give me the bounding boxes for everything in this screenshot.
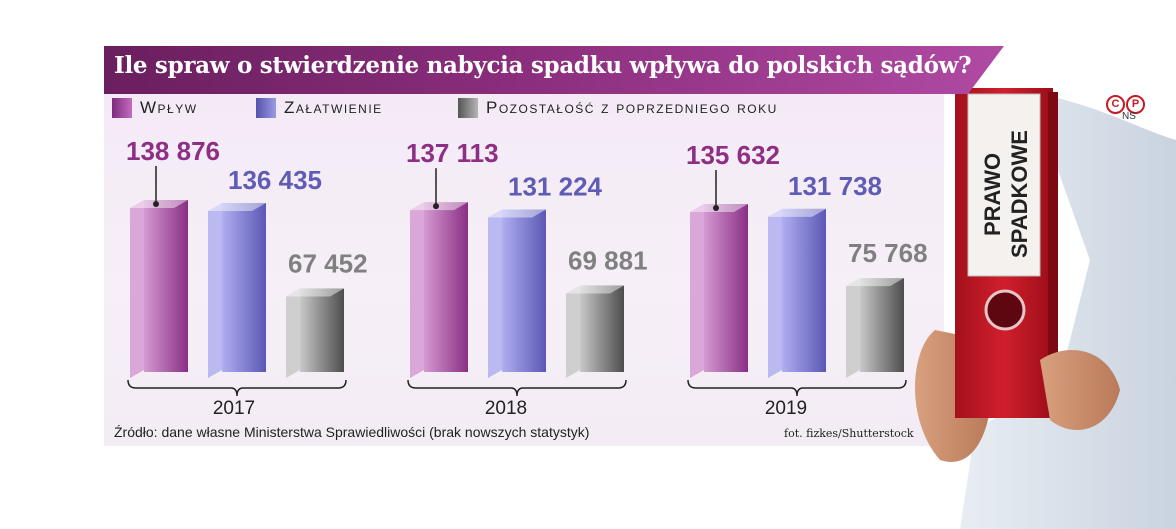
bar-side-2017-1 — [208, 203, 222, 378]
bar-top-2019-2 — [846, 278, 904, 287]
group-bracket-2018 — [407, 379, 627, 397]
legend-label: Załatwienie — [284, 98, 383, 117]
binder-label-line-1: PRAWO — [980, 153, 1005, 236]
bar-top-2019-1 — [768, 208, 826, 217]
bar-2019-wpływ — [704, 204, 748, 372]
hand-right — [1040, 350, 1120, 430]
legend-label: Wpływ — [140, 98, 198, 117]
phonogram-icon: P — [1126, 95, 1145, 114]
bar-top-2018-2 — [566, 285, 624, 294]
value-label-2018-2: 69 881 — [568, 245, 648, 275]
leader-dot-2019 — [713, 205, 719, 212]
group-bracket-2019 — [687, 379, 907, 397]
bar-side-2019-0 — [690, 204, 704, 378]
bar-side-2019-2 — [846, 278, 860, 378]
title-bar — [104, 46, 1004, 94]
binder-ring-hole — [984, 289, 1026, 331]
legend-item-pozostalosc: Pozostałość z poprzedniego roku — [458, 96, 778, 120]
copyright-icon: C — [1106, 95, 1125, 114]
shirt-shape — [960, 88, 1176, 529]
value-label-2018-0: 137 113 — [406, 138, 499, 168]
year-label-2018: 2018 — [484, 398, 528, 419]
year-label-2019: 2019 — [764, 398, 808, 419]
leader-dot-2018 — [433, 203, 439, 210]
binder-label-line-2: SPADKOWE — [1007, 130, 1032, 258]
bar-2018-załatwienie — [502, 209, 546, 372]
leader-dot-2017 — [153, 201, 159, 207]
bar-2019-załatwienie — [782, 208, 826, 372]
bar-side-2018-2 — [566, 285, 580, 378]
value-label-2019-2: 75 768 — [848, 238, 928, 268]
value-label-2017-0: 138 876 — [126, 136, 220, 166]
bar-side-2017-0 — [130, 200, 144, 378]
legend-item-zalatwienie: Załatwienie — [256, 96, 383, 120]
source-note: Źródło: dane własne Ministerstwa Sprawie… — [114, 424, 590, 440]
bar-2017-wpływ — [144, 200, 188, 372]
bar-top-2017-2 — [286, 288, 344, 297]
bar-side-2018-0 — [410, 202, 424, 378]
value-label-2017-1: 136 435 — [228, 165, 322, 195]
group-bracket-2017 — [127, 379, 347, 397]
legend-swatch-wplyw — [112, 98, 132, 118]
binder-spine-edge — [1048, 92, 1058, 414]
agency-label: NS — [1122, 111, 1136, 122]
bar-2018-wpływ — [424, 202, 468, 372]
bar-side-2018-1 — [488, 209, 502, 378]
bar-side-2019-1 — [768, 208, 782, 378]
binder-label-box — [967, 93, 1041, 277]
bar-side-2017-2 — [286, 288, 300, 378]
bar-2017-pozostałość — [300, 288, 344, 372]
bar-top-2018-1 — [488, 209, 546, 218]
bar-2018-pozostałość — [580, 285, 624, 372]
chart-title: Ile spraw o stwierdzenie nabycia spadku … — [114, 52, 972, 79]
bar-top-2017-1 — [208, 203, 266, 212]
bar-2017-załatwienie — [222, 203, 266, 372]
legend-swatch-pozostalosc — [458, 98, 478, 118]
year-label-2017: 2017 — [212, 398, 256, 419]
value-label-2019-0: 135 632 — [686, 140, 780, 170]
bar-2019-pozostałość — [860, 278, 904, 372]
value-label-2018-1: 131 224 — [508, 171, 603, 201]
photo-credit: fot. fizkes/Shutterstock — [784, 427, 914, 440]
value-label-2017-2: 67 452 — [288, 248, 368, 278]
legend-label: Pozostałość z poprzedniego roku — [486, 98, 778, 117]
legend-item-wplyw: Wpływ — [112, 96, 198, 120]
value-label-2019-1: 131 738 — [788, 171, 882, 201]
legend-swatch-zalatwienie — [256, 98, 276, 118]
